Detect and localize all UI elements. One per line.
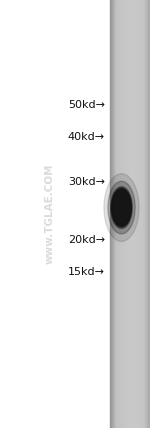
Bar bbox=[122, 0, 123, 428]
Bar bbox=[117, 0, 118, 428]
Bar bbox=[113, 0, 114, 428]
Bar bbox=[122, 0, 123, 428]
Bar bbox=[133, 0, 134, 428]
Bar bbox=[119, 0, 120, 428]
Bar bbox=[140, 0, 141, 428]
Bar bbox=[135, 0, 136, 428]
Bar bbox=[114, 0, 115, 428]
Text: 15kd→: 15kd→ bbox=[68, 267, 105, 277]
Bar bbox=[127, 0, 128, 428]
Bar bbox=[127, 0, 128, 428]
Ellipse shape bbox=[108, 181, 135, 234]
Bar bbox=[111, 0, 112, 428]
Bar bbox=[148, 0, 149, 428]
Bar bbox=[148, 0, 149, 428]
Bar bbox=[115, 0, 116, 428]
Bar bbox=[126, 0, 127, 428]
Bar bbox=[116, 0, 117, 428]
Bar bbox=[120, 0, 121, 428]
Ellipse shape bbox=[104, 174, 139, 241]
Bar bbox=[137, 0, 138, 428]
Bar bbox=[128, 0, 129, 428]
Bar bbox=[113, 0, 114, 428]
Bar bbox=[142, 0, 143, 428]
Bar bbox=[116, 0, 117, 428]
Bar bbox=[121, 0, 122, 428]
Bar bbox=[112, 0, 113, 428]
Bar bbox=[146, 0, 147, 428]
Text: 50kd→: 50kd→ bbox=[68, 100, 105, 110]
Text: 20kd→: 20kd→ bbox=[68, 235, 105, 245]
Bar bbox=[141, 0, 142, 428]
Bar bbox=[145, 0, 146, 428]
Bar bbox=[114, 0, 115, 428]
Bar bbox=[118, 0, 119, 428]
Bar bbox=[147, 0, 148, 428]
Bar bbox=[123, 0, 124, 428]
Text: 30kd→: 30kd→ bbox=[68, 177, 105, 187]
Bar bbox=[115, 0, 116, 428]
Bar bbox=[129, 0, 130, 428]
Bar bbox=[132, 0, 133, 428]
Ellipse shape bbox=[112, 189, 131, 226]
Ellipse shape bbox=[111, 187, 132, 228]
Text: www.TGLAE.COM: www.TGLAE.COM bbox=[45, 164, 54, 264]
Bar bbox=[110, 0, 111, 428]
Bar bbox=[139, 0, 140, 428]
Bar bbox=[121, 0, 122, 428]
Bar bbox=[119, 0, 120, 428]
Bar bbox=[130, 0, 131, 428]
Bar bbox=[138, 0, 139, 428]
Bar bbox=[125, 0, 126, 428]
Bar bbox=[0, 0, 110, 428]
Bar bbox=[136, 0, 137, 428]
Bar bbox=[144, 0, 145, 428]
Bar bbox=[149, 0, 150, 428]
Text: 40kd→: 40kd→ bbox=[68, 132, 105, 142]
Bar bbox=[131, 0, 132, 428]
Bar bbox=[143, 0, 144, 428]
Bar bbox=[134, 0, 135, 428]
Bar bbox=[124, 0, 125, 428]
Bar bbox=[147, 0, 148, 428]
Bar bbox=[142, 0, 143, 428]
Bar bbox=[111, 0, 112, 428]
